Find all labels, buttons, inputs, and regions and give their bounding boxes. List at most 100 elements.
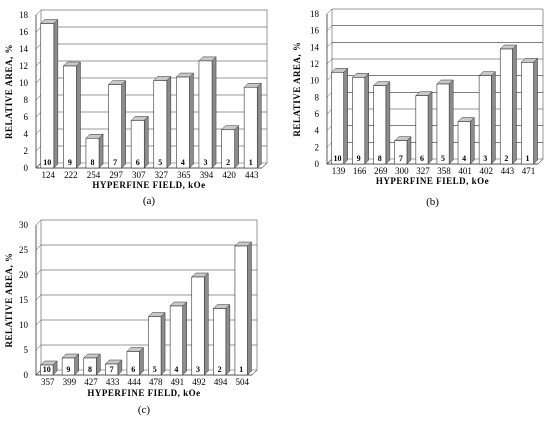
- x-tick-label: 124: [42, 170, 56, 180]
- gridline-depth: [35, 244, 42, 251]
- bar: [436, 83, 450, 165]
- gridline-depth: [35, 43, 42, 50]
- x-tick-label: 491: [171, 377, 185, 387]
- bar-side: [512, 44, 517, 165]
- bar: [130, 120, 145, 169]
- y-tick-label: 2: [315, 142, 320, 152]
- x-tick-label: 358: [437, 166, 451, 176]
- bar-side: [448, 79, 454, 165]
- bar-side: [257, 82, 262, 169]
- y-tick-label: 18: [310, 9, 320, 19]
- x-tick-label: 300: [395, 166, 409, 176]
- bar-label: 6: [420, 154, 424, 163]
- bar: [176, 76, 190, 169]
- y-axis-label: RELATIVE AREA, %: [292, 41, 302, 136]
- x-tick-label: 401: [458, 166, 472, 176]
- x-tick-label: 269: [374, 166, 388, 176]
- bar-side: [491, 71, 496, 165]
- bar-label: 3: [483, 154, 487, 163]
- y-axis-label: RELATIVE AREA, %: [4, 252, 14, 347]
- x-tick-label: 443: [501, 166, 515, 176]
- bar-label: 9: [66, 365, 70, 374]
- gridline-depth: [35, 9, 42, 16]
- bar: [108, 84, 122, 169]
- bar-side: [121, 80, 126, 169]
- bar-label: 1: [249, 158, 253, 167]
- y-tick-label: 4: [24, 129, 29, 139]
- depth-edge: [35, 162, 42, 169]
- bar-side: [406, 136, 412, 165]
- x-tick-label: 327: [155, 170, 169, 180]
- bar-side: [166, 75, 172, 169]
- x-tick-label: 427: [84, 377, 98, 387]
- y-tick-label: 10: [19, 78, 29, 88]
- bar: [221, 129, 235, 169]
- bar-side: [98, 133, 104, 169]
- bar-side: [204, 272, 209, 376]
- bar-label: 5: [441, 154, 445, 163]
- bar: [126, 351, 140, 376]
- gridline-depth: [326, 42, 333, 48]
- y-tick-label: 30: [19, 220, 29, 230]
- bar-side: [144, 115, 149, 169]
- gridline-depth: [35, 26, 42, 33]
- bar-label: 6: [131, 365, 135, 374]
- bar-label: 5: [153, 365, 157, 374]
- bar: [198, 60, 213, 169]
- gridline-depth: [326, 25, 333, 31]
- bar: [169, 305, 183, 376]
- bar-label: 3: [204, 158, 208, 167]
- y-tick-label: 0: [24, 370, 29, 380]
- x-axis-label: HYPERFINE FIELD, kOe: [92, 180, 205, 190]
- x-tick-label: 327: [416, 166, 430, 176]
- x-tick-label: 504: [235, 377, 249, 387]
- gridline-depth: [35, 77, 42, 84]
- bar-label: 3: [196, 365, 200, 374]
- gridline-depth: [35, 219, 42, 226]
- bar-side: [234, 125, 239, 169]
- bar: [191, 276, 205, 376]
- x-tick-label: 166: [353, 166, 367, 176]
- y-tick-label: 18: [19, 10, 29, 20]
- bar-label: 8: [88, 365, 92, 374]
- y-tick-label: 8: [315, 92, 320, 102]
- gridline-depth: [35, 128, 42, 135]
- bar-side: [385, 81, 391, 165]
- y-tick-label: 14: [310, 42, 320, 52]
- bar: [394, 140, 408, 165]
- y-tick-label: 8: [24, 95, 29, 105]
- bar-label: 5: [158, 158, 162, 167]
- bar-side: [160, 311, 166, 376]
- y-tick-label: 14: [19, 44, 29, 54]
- bar-label: 7: [399, 154, 403, 163]
- depth-edge: [35, 369, 42, 376]
- bar-side: [343, 67, 348, 165]
- gridline-depth: [326, 8, 333, 15]
- bar-side: [211, 56, 217, 169]
- bar-side: [189, 72, 194, 169]
- bar: [40, 364, 54, 376]
- y-axis-label: RELATIVE AREA, %: [4, 44, 14, 139]
- bar: [243, 86, 258, 169]
- panel-caption: (b): [426, 196, 439, 208]
- x-tick-label: 254: [87, 170, 101, 180]
- bar-label: 10: [334, 154, 342, 163]
- panel-caption: (a): [143, 195, 156, 207]
- x-tick-label: 139: [332, 166, 346, 176]
- bar-side: [364, 72, 370, 165]
- x-tick-label: 222: [64, 170, 78, 180]
- x-axis-label: HYPERFINE FIELD, kOe: [87, 388, 200, 398]
- chart-a: 0246810121416181012492228254729763075327…: [4, 9, 268, 207]
- bar-label: 1: [239, 365, 243, 374]
- bar-label: 7: [110, 365, 114, 374]
- x-axis-label: HYPERFINE FIELD, kOe: [376, 176, 489, 186]
- y-tick-label: 5: [24, 345, 29, 355]
- bar-side: [76, 61, 81, 169]
- bar-label: 4: [181, 158, 185, 167]
- gridline-depth: [35, 319, 42, 326]
- chart-c: 0 5 10 15 20 25 30 10 357 9 399 8 427 7 433 6 444 5 478 4 49…: [4, 219, 258, 416]
- x-tick-label: 492: [192, 377, 206, 387]
- bar-label: 7: [113, 158, 117, 167]
- x-tick-label: 402: [480, 166, 494, 176]
